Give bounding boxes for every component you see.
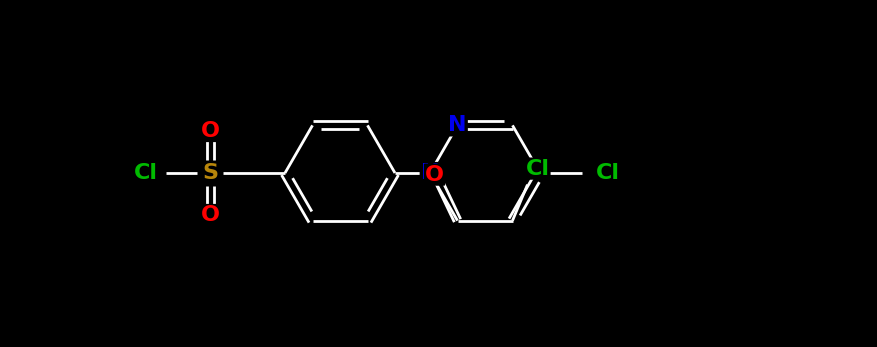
Text: S: S xyxy=(202,163,218,183)
Text: N: N xyxy=(448,115,467,135)
Text: Cl: Cl xyxy=(525,159,550,179)
Text: O: O xyxy=(425,164,444,185)
Text: O: O xyxy=(201,205,219,225)
Text: Cl: Cl xyxy=(596,163,620,183)
Text: N: N xyxy=(421,163,439,183)
Text: O: O xyxy=(201,121,219,141)
Text: Cl: Cl xyxy=(134,163,158,183)
